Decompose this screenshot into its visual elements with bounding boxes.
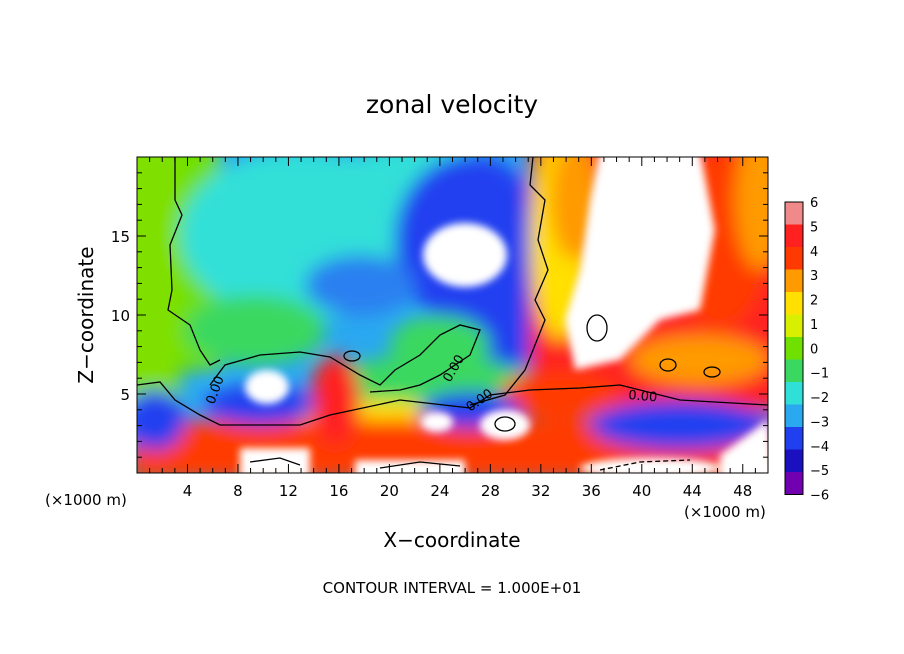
x-tick-label: 32 [531,482,550,500]
y-axis-label: Z−coordinate [74,246,98,383]
colorbar-label: 3 [810,269,818,284]
x-tick-label: 20 [380,482,399,500]
colorbar-label: 1 [810,318,818,333]
x-unit-right: (×1000 m) [684,503,766,521]
colorbar-label: 4 [810,245,818,260]
heatmap-field: 0.00 0.00 0.00 0.00 [137,157,768,473]
x-tick-label: 28 [481,482,500,500]
x-axis-label: X−coordinate [383,528,520,552]
y-tick-label: 15 [111,228,130,246]
colorbar-swatch [785,382,803,405]
x-tick-label: 4 [183,482,193,500]
colorbar-swatch [785,337,803,360]
colorbar-label: 0 [810,342,818,357]
colorbar-swatch [785,224,803,247]
x-tick-label: 44 [683,482,702,500]
colorbar-label: 5 [810,220,818,235]
colorbar-frame [784,201,804,495]
x-tick-label: 8 [233,482,243,500]
x-tick-label: 40 [632,482,651,500]
colorbar-label: −2 [810,391,829,406]
colorbar-swatch [785,202,803,225]
colorbar-swatch [785,314,803,337]
x-tick-label: 48 [733,482,752,500]
x-tick-label: 36 [582,482,601,500]
colorbar-swatch [785,472,803,495]
colorbar-swatch [785,449,803,472]
chart-title: zonal velocity [366,90,538,119]
colorbar-label: −6 [810,489,829,504]
contour-label: 0.00 [628,388,658,405]
colorbar-label: −5 [810,464,829,479]
colorbar-label: 6 [810,196,818,211]
y-tick-label: 5 [120,386,130,404]
colorbar-label: −1 [810,367,829,382]
colorbar-label: 2 [810,294,818,309]
colorbar-label: −4 [810,440,829,455]
colorbar-swatch [785,359,803,382]
x-tick-label: 16 [329,482,348,500]
colorbar-label: −3 [810,415,829,430]
colorbar-swatch [785,247,803,270]
colorbar: 6 5 4 3 2 1 0 −1 −2 −3 −4 −5 −6 [784,196,829,504]
colorbar-swatch [785,427,803,450]
colorbar-swatch [785,292,803,315]
contour-interval-note: CONTOUR INTERVAL = 1.000E+01 [323,579,582,597]
x-tick-label: 12 [279,482,298,500]
y-tick-label: 10 [111,307,130,325]
colorbar-swatch [785,404,803,427]
x-unit-left: (×1000 m) [45,491,127,509]
x-tick-label: 24 [430,482,449,500]
colorbar-swatch [785,269,803,292]
